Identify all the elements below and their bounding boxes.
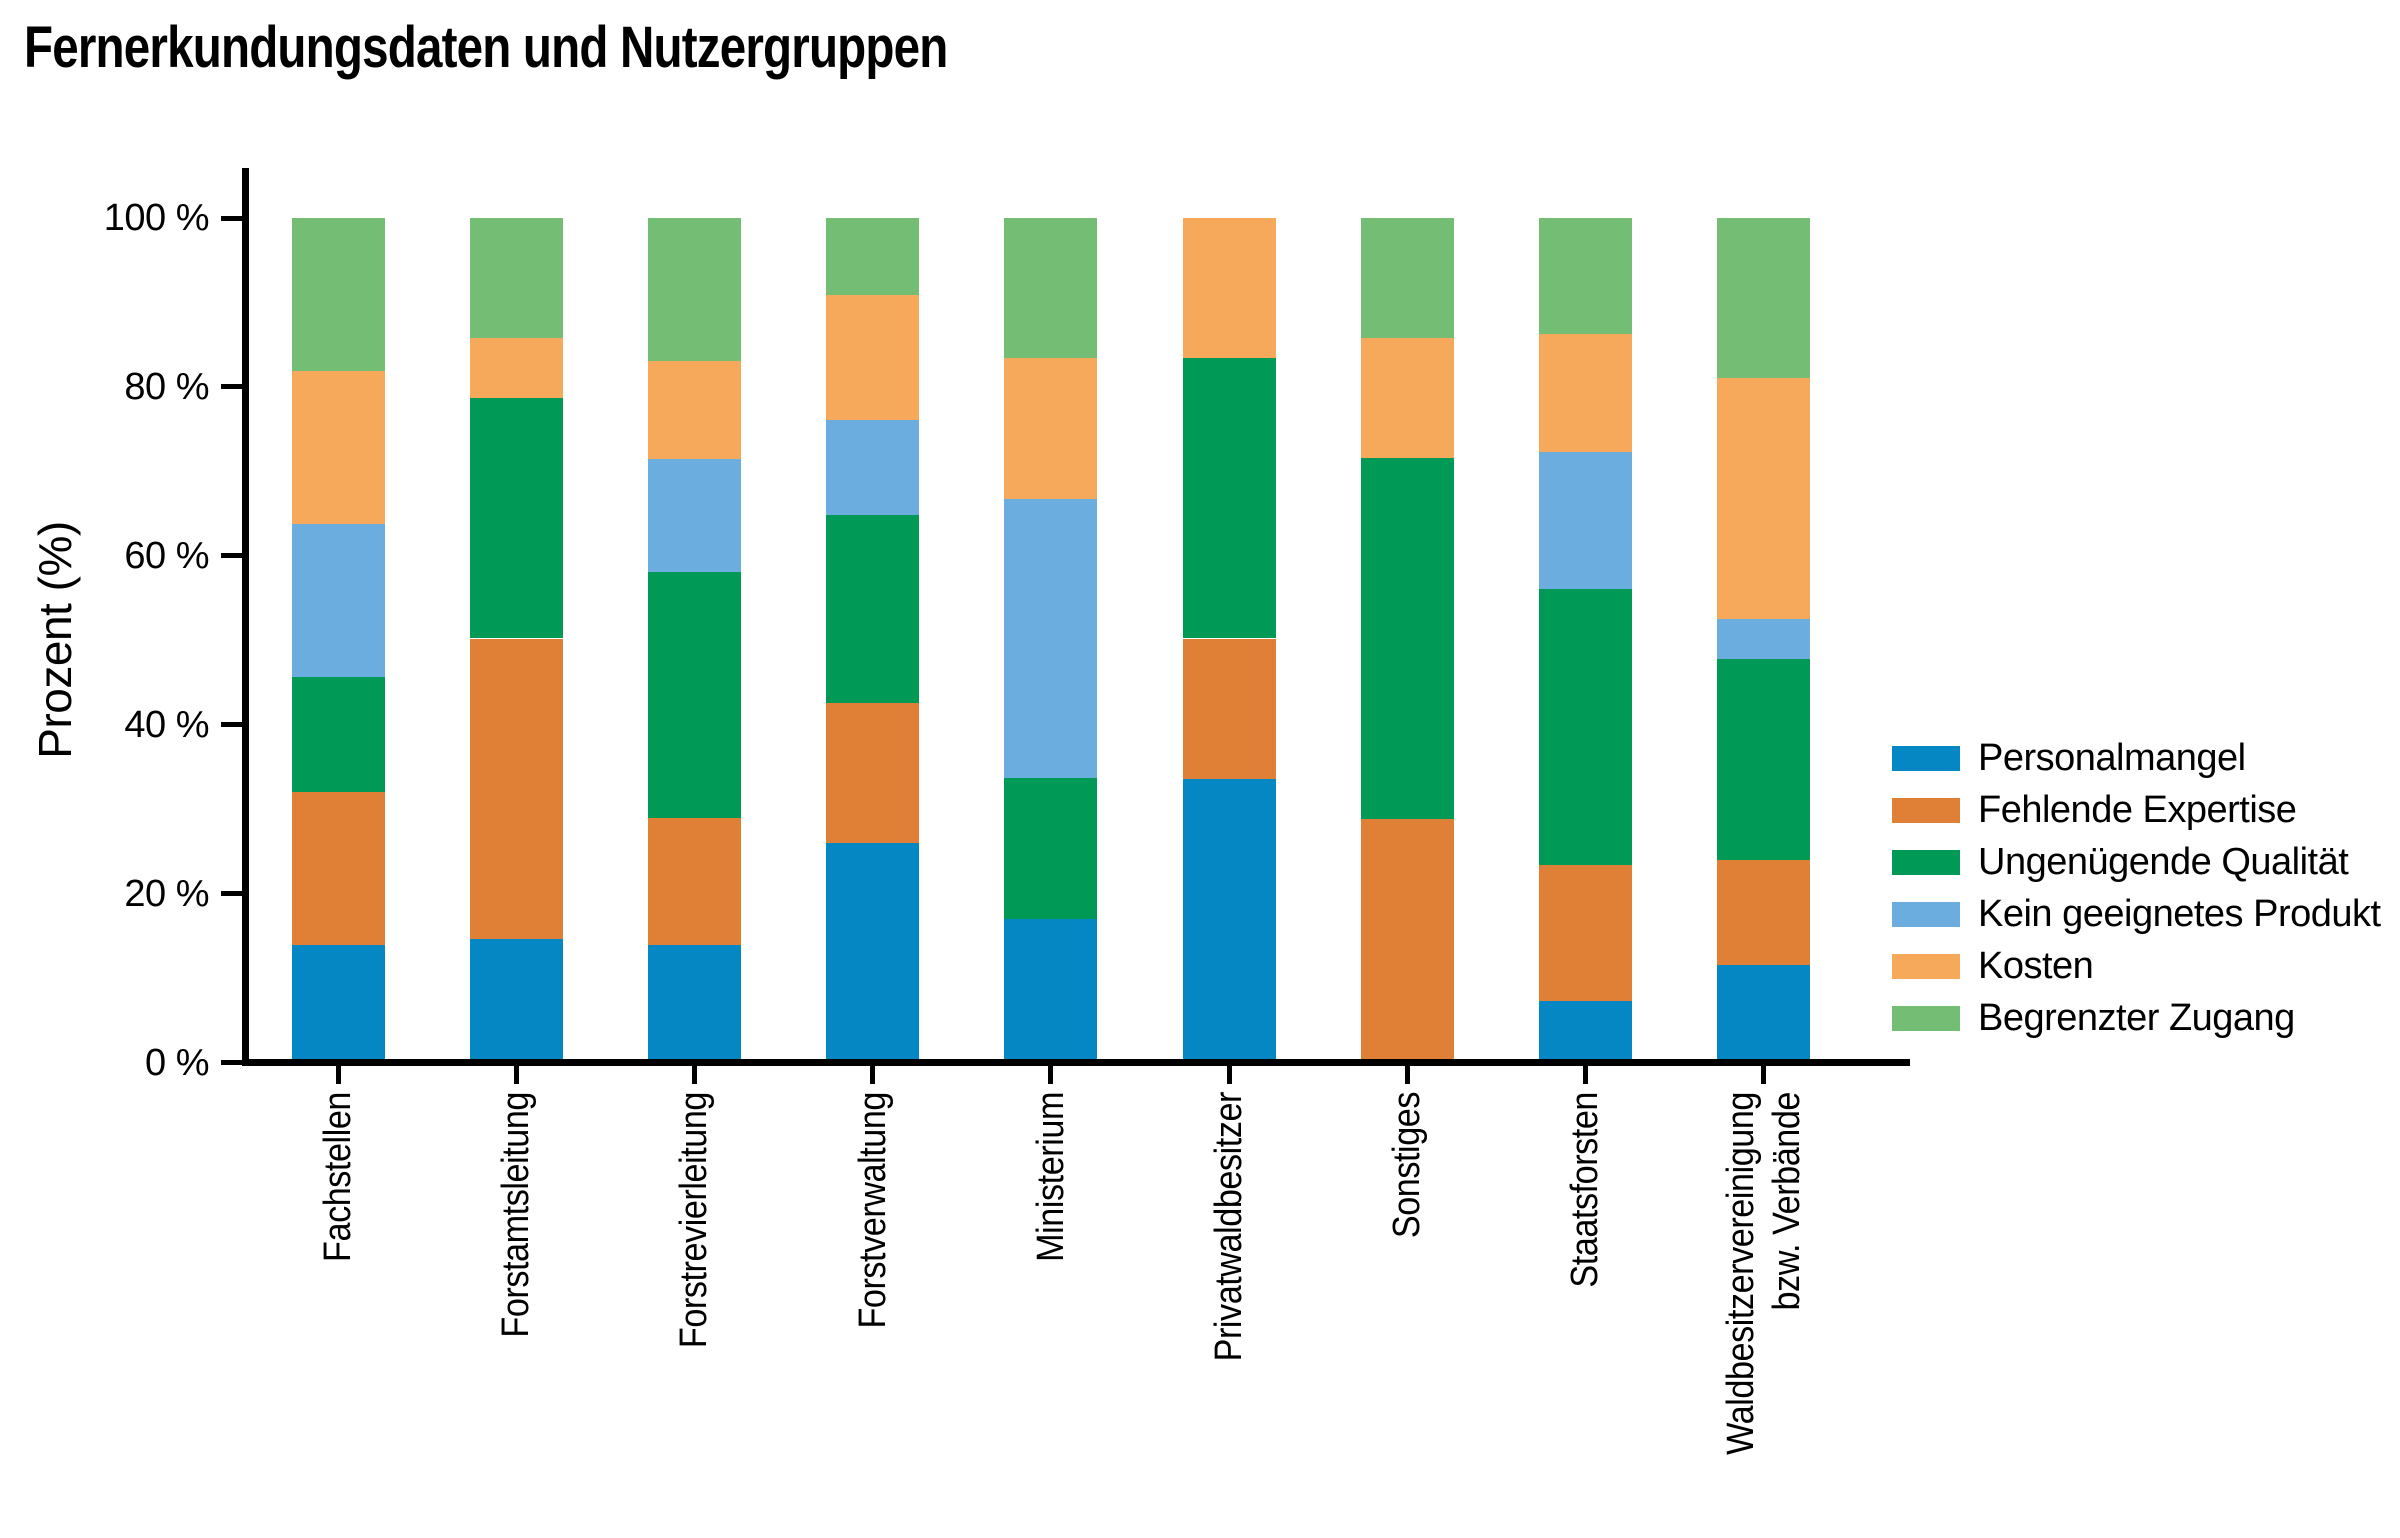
- x-tick: [870, 1064, 876, 1084]
- bar-segment: [1004, 498, 1098, 779]
- bar-segment: [291, 677, 385, 792]
- x-tick: [1048, 1064, 1054, 1084]
- bar-segment: [647, 459, 741, 573]
- bar-segment: [1538, 334, 1632, 452]
- legend-label: Kein geeignetes Produkt: [1978, 893, 2381, 935]
- bar-segment: [1717, 218, 1811, 378]
- y-tick-label: 100 %: [103, 197, 210, 239]
- bar-segment: [647, 817, 741, 946]
- bar-segment: [291, 944, 385, 1059]
- x-category-label: Waldbesitzervereinigung bzw. Verbände: [1719, 1092, 1808, 1455]
- bar-segment: [647, 218, 741, 361]
- chart-title: Fernerkundungsdaten und Nutzergruppen: [24, 15, 948, 80]
- bar-segment: [1538, 218, 1632, 335]
- x-category-label: Fachstellen: [317, 1092, 359, 1262]
- bar-segment: [1717, 619, 1811, 659]
- bar-segment: [1360, 818, 1454, 1059]
- bar-segment: [469, 938, 563, 1059]
- bar-segment: [1360, 218, 1454, 339]
- bar-segment: [1182, 778, 1276, 1059]
- y-tick: [221, 553, 244, 559]
- bar-segment: [1717, 859, 1811, 965]
- y-tick: [221, 215, 244, 221]
- bar-segment: [1182, 638, 1276, 779]
- x-category-label: Privatwaldbesitzer: [1208, 1092, 1250, 1362]
- y-tick: [221, 722, 244, 728]
- bar-segment: [1717, 377, 1811, 620]
- bar-segment: [826, 295, 920, 420]
- bar-segment: [469, 638, 563, 939]
- y-tick-label: 20 %: [124, 872, 209, 915]
- y-tick-label: 0 %: [145, 1041, 209, 1084]
- bar-segment: [469, 338, 563, 398]
- x-category-label: Staatsforsten: [1564, 1092, 1607, 1288]
- y-axis-line: [242, 168, 249, 1066]
- x-category-label: Forstrevierleitung: [673, 1092, 716, 1349]
- legend-swatch: [1892, 745, 1960, 771]
- bar-segment: [291, 371, 385, 525]
- bar-segment: [826, 842, 920, 1059]
- bar-segment: [826, 703, 920, 843]
- x-category-label: Ministerium: [1029, 1092, 1072, 1262]
- bar-segment: [1717, 658, 1811, 860]
- bar-segment: [1182, 358, 1276, 639]
- bar-segment: [647, 360, 741, 460]
- bar-segment: [647, 945, 741, 1059]
- y-tick: [221, 1060, 244, 1065]
- legend-label: Ungenügende Qualität: [1978, 841, 2349, 883]
- bar-segment: [826, 419, 920, 515]
- bar-segment: [826, 218, 920, 296]
- legend-swatch: [1892, 849, 1960, 875]
- legend-label: Begrenzter Zugang: [1978, 997, 2295, 1039]
- y-tick-label: 80 %: [124, 365, 209, 408]
- bar-segment: [1182, 218, 1276, 359]
- y-tick-label: 60 %: [124, 534, 209, 577]
- legend-label: Personalmangel: [1978, 737, 2246, 779]
- bar-segment: [469, 397, 563, 639]
- bar-segment: [469, 218, 563, 339]
- bar-segment: [1004, 358, 1098, 499]
- bar-segment: [1360, 458, 1454, 819]
- x-tick: [1582, 1064, 1588, 1084]
- y-tick: [221, 891, 244, 897]
- bar-segment: [1717, 964, 1811, 1059]
- bar-segment: [1538, 451, 1632, 589]
- bar-segment: [1538, 864, 1632, 1001]
- legend-swatch: [1892, 1005, 1960, 1031]
- bar-segment: [1004, 778, 1098, 919]
- x-tick: [1404, 1064, 1410, 1084]
- bar-segment: [1004, 918, 1098, 1059]
- bar-segment: [1360, 338, 1454, 459]
- x-category-label: Forstamtsleitung: [495, 1092, 538, 1338]
- x-axis-line: [242, 1059, 1910, 1066]
- legend-label: Kosten: [1978, 945, 2094, 987]
- legend-label: Fehlende Expertise: [1978, 789, 2297, 831]
- x-tick: [691, 1064, 697, 1084]
- bar-segment: [291, 524, 385, 678]
- x-tick: [1761, 1064, 1767, 1084]
- bar-segment: [291, 791, 385, 945]
- bar-segment: [647, 572, 741, 818]
- bar-segment: [1538, 1000, 1632, 1059]
- x-tick: [1226, 1064, 1232, 1084]
- x-tick: [513, 1064, 519, 1084]
- legend-swatch: [1892, 797, 1960, 823]
- y-tick: [221, 384, 244, 390]
- x-tick: [335, 1064, 341, 1084]
- bar-segment: [291, 218, 385, 372]
- legend-swatch: [1892, 901, 1960, 927]
- bar-segment: [1538, 588, 1632, 865]
- y-tick-label: 40 %: [124, 703, 209, 746]
- bar-segment: [826, 514, 920, 704]
- legend-swatch: [1892, 953, 1960, 979]
- x-category-label: Sonstiges: [1386, 1092, 1429, 1239]
- bar-segment: [1004, 218, 1098, 359]
- x-category-label: Forstverwaltung: [851, 1092, 894, 1329]
